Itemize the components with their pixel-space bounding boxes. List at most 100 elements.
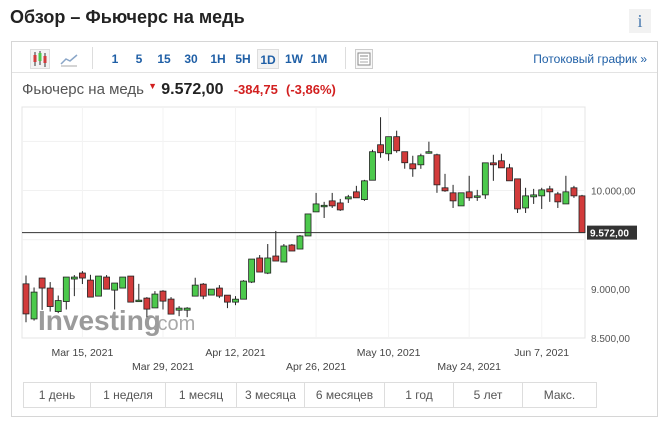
candle-down xyxy=(127,275,135,303)
last-price: 9.572,00 xyxy=(161,81,224,98)
range-selector: 1 день 1 неделя 1 месяц 3 месяца 6 месяцев 1 … xyxy=(23,382,597,408)
x-tick-label: Apr 12, 2021 xyxy=(205,347,265,359)
candle-down xyxy=(159,290,167,302)
chart-widget: 1 5 15 30 1H 5H 1D 1W 1M Потоковый график » Фьюч… xyxy=(11,41,658,417)
candle-down xyxy=(167,298,175,315)
candle-down xyxy=(352,191,360,199)
quote-row: Фьючерс на медь ▼ 9.572,00 -384,75 (-3,8… xyxy=(22,81,336,99)
candle-up xyxy=(417,155,425,166)
x-tick-label: May 10, 2021 xyxy=(357,347,421,359)
range-button[interactable]: 1 год xyxy=(385,383,454,407)
interval-1w[interactable]: 1W xyxy=(285,52,303,66)
page-title: Обзор – Фьючерс на медь xyxy=(10,7,245,27)
candle-up xyxy=(70,276,78,280)
info-button[interactable]: i xyxy=(629,9,651,33)
range-button[interactable]: 1 день xyxy=(24,383,91,407)
candle-up xyxy=(304,213,312,237)
candle-down xyxy=(87,279,94,298)
interval-15[interactable]: 15 xyxy=(157,52,171,66)
candle-down xyxy=(328,200,336,207)
candle-down xyxy=(554,193,562,203)
range-button[interactable]: 5 лет xyxy=(454,383,523,407)
candle-down xyxy=(433,154,441,186)
candle-up xyxy=(183,307,191,311)
y-tick-label: 9.000,00 xyxy=(591,285,630,296)
streaming-chart-link[interactable]: Потоковый график » xyxy=(533,52,647,66)
range-button[interactable]: Макс. xyxy=(543,388,576,402)
candle-up xyxy=(369,151,376,181)
line-chart-icon[interactable] xyxy=(58,49,80,69)
candle-down xyxy=(498,160,505,169)
y-tick-label: 8.500,00 xyxy=(591,334,630,345)
interval-1d[interactable]: 1D xyxy=(257,49,279,69)
interval-1m[interactable]: 1M xyxy=(310,52,328,66)
candle-up xyxy=(191,284,199,297)
candle-down xyxy=(546,188,554,193)
candlestick-icon[interactable] xyxy=(30,49,50,69)
candle-up xyxy=(361,180,368,200)
candle-down xyxy=(199,283,207,297)
interval-5h[interactable]: 5H xyxy=(235,52,251,66)
interval-5[interactable]: 5 xyxy=(135,52,143,66)
candle-up xyxy=(385,136,393,155)
candle-up xyxy=(320,204,328,208)
candle-up xyxy=(562,191,570,205)
candle-down xyxy=(38,277,46,289)
toolbar-divider xyxy=(345,47,346,69)
x-tick-label: Mar 15, 2021 xyxy=(51,347,113,359)
candle-down xyxy=(514,178,521,210)
candle-down xyxy=(22,283,30,315)
candle-up xyxy=(240,280,247,300)
price-change: -384,75 xyxy=(233,82,278,97)
candle-down xyxy=(103,276,110,290)
candle-up xyxy=(207,288,215,296)
range-button[interactable]: 6 месяцев xyxy=(305,383,385,407)
interval-1[interactable]: 1 xyxy=(111,52,119,66)
candle-up xyxy=(62,276,70,302)
candle-down xyxy=(143,297,151,310)
candle-down xyxy=(288,244,296,252)
chart-toolbar: 1 5 15 30 1H 5H 1D 1W 1M Потоковый график » xyxy=(12,42,657,73)
range-button[interactable]: 1 месяц xyxy=(166,383,237,407)
candle-down xyxy=(272,255,280,262)
candle-up xyxy=(280,245,288,263)
y-tick-label: 10.000,00 xyxy=(591,187,636,198)
candle-up xyxy=(344,196,352,200)
candle-down xyxy=(224,294,231,303)
candle-up xyxy=(538,189,546,197)
candle-up xyxy=(135,299,143,303)
range-button[interactable]: 1 неделя xyxy=(91,383,166,407)
toolbar-divider xyxy=(92,47,93,69)
candle-down xyxy=(401,151,409,164)
candle-down xyxy=(336,202,344,211)
table-view-icon[interactable] xyxy=(355,49,373,69)
candle-up xyxy=(175,307,183,311)
candle-up xyxy=(473,195,481,198)
candle-up xyxy=(232,298,239,303)
candle-down xyxy=(506,167,513,182)
candle-up xyxy=(530,194,538,198)
x-tick-label: Apr 26, 2021 xyxy=(286,361,346,373)
plot-area xyxy=(21,106,586,339)
investing-watermark-logo: .com xyxy=(152,313,195,335)
x-tick-label: Jun 7, 2021 xyxy=(514,347,569,359)
candle-down xyxy=(46,287,54,307)
current-price-tag xyxy=(587,225,637,240)
candle-up xyxy=(425,151,433,154)
candle-up xyxy=(151,293,159,309)
candle-up xyxy=(312,203,320,213)
interval-30[interactable]: 30 xyxy=(184,52,198,66)
candle-up xyxy=(54,300,62,312)
x-tick-label: Mar 29, 2021 xyxy=(132,361,194,373)
interval-1h[interactable]: 1H xyxy=(210,52,226,66)
candlestick-chart[interactable]: Investing.com8.500,009.000,0010.000,009.… xyxy=(0,0,669,380)
candle-up xyxy=(30,291,38,320)
candle-up xyxy=(264,257,272,274)
candle-down xyxy=(393,136,401,152)
candle-up xyxy=(457,192,465,207)
down-arrow-icon: ▼ xyxy=(148,81,158,91)
candle-up xyxy=(119,276,127,289)
candle-down xyxy=(215,287,223,297)
candle-up xyxy=(296,235,304,250)
range-button[interactable]: 3 месяца xyxy=(237,383,305,407)
